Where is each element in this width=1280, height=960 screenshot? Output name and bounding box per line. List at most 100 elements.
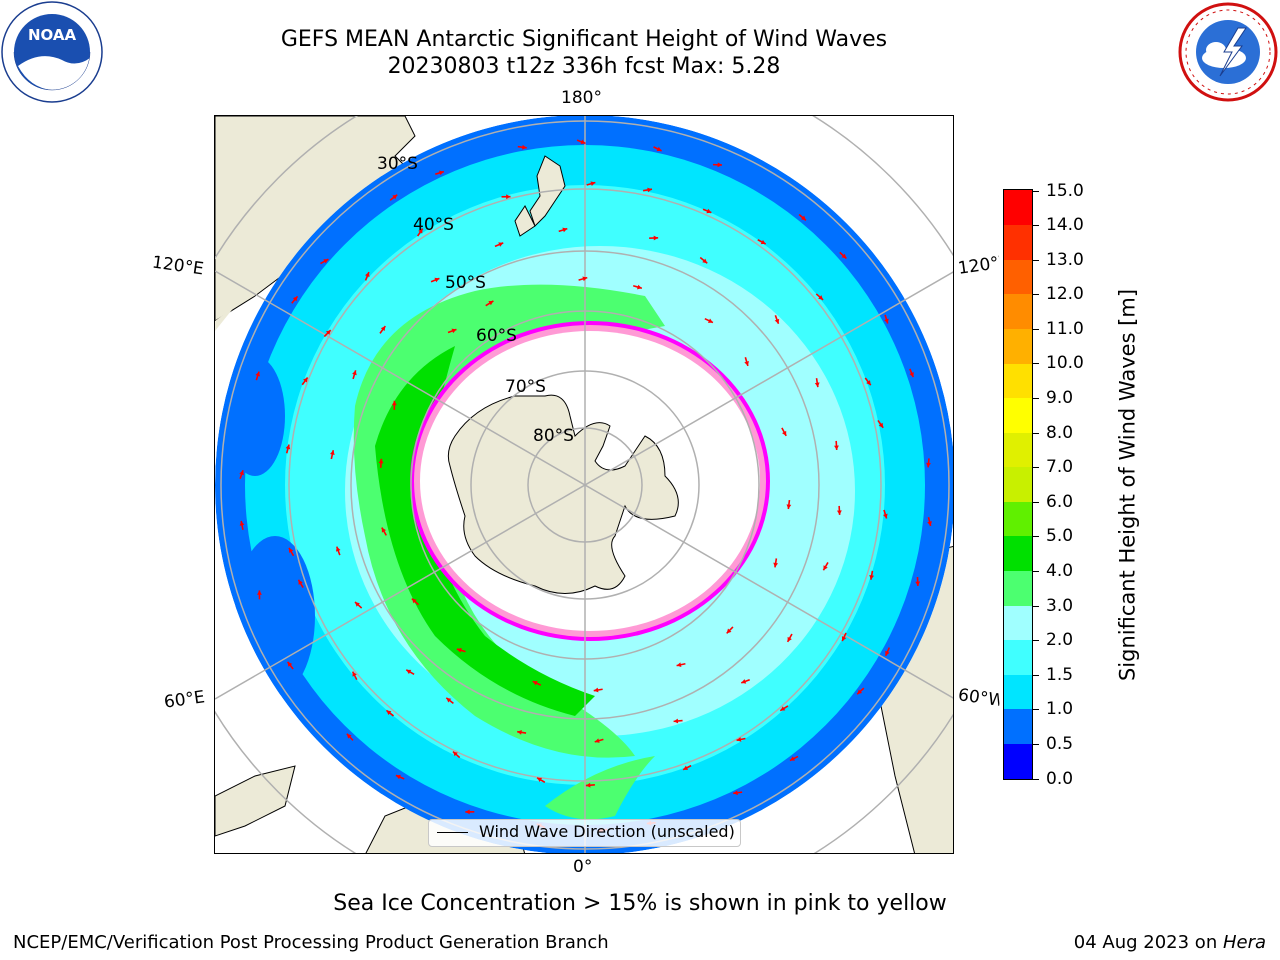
wave-direction-arrowhead — [522, 144, 527, 150]
lat-label-70s: 70°S — [505, 377, 546, 397]
colorbar-tick-label: 14.0 — [1046, 215, 1084, 236]
wave-direction-arrowhead — [380, 326, 386, 332]
colorbar-segment — [1004, 190, 1032, 226]
colorbar-tick — [1033, 363, 1039, 365]
footer-credit: NCEP/EMC/Verification Post Processing Pr… — [13, 932, 609, 953]
wave-direction-arrowhead — [355, 602, 360, 607]
wave-direction-arrowhead — [884, 318, 889, 324]
colorbar-tick-label: 1.0 — [1046, 699, 1074, 720]
wave-direction-arrowhead — [818, 295, 824, 300]
wave-direction-arrowhead — [465, 809, 470, 815]
colorbar-segment — [1004, 501, 1032, 537]
wave-direction-arrowhead — [915, 581, 921, 586]
wave-direction-arrowhead — [594, 738, 600, 743]
colorbar-tick — [1033, 259, 1039, 261]
wave-direction-arrowhead — [446, 697, 452, 703]
wave-direction-arrowhead — [801, 215, 806, 221]
colorbar-tick-label: 0.5 — [1046, 733, 1074, 754]
wave-direction-arrowhead — [451, 328, 457, 334]
colorbar-tick-label: 6.0 — [1046, 491, 1074, 512]
wave-direction-arrowhead — [239, 520, 245, 526]
wave-direction-arrowhead — [381, 527, 387, 533]
wave-direction-arrowhead — [744, 361, 749, 366]
colorbar-tick — [1033, 467, 1039, 469]
colorbar-segment — [1004, 432, 1032, 468]
lon-label-60e: 60°E — [162, 687, 207, 713]
wave-direction-arrowhead — [869, 574, 875, 580]
footer-date-text: 04 Aug 2023 on — [1073, 932, 1223, 953]
colorbar-tick — [1033, 294, 1039, 296]
chart-subtitle: 20230803 t12z 336h fcst Max: 5.28 — [387, 54, 781, 79]
wave-direction-arrowhead — [506, 194, 511, 200]
colorbar-segment — [1004, 639, 1032, 675]
legend-label: Wind Wave Direction (unscaled) — [479, 822, 735, 841]
wave-direction-arrowhead — [325, 330, 331, 335]
wave-direction-arrowhead — [841, 636, 847, 642]
wave-direction-arrowhead — [456, 647, 462, 653]
wave-direction-arrowhead — [841, 253, 847, 259]
wave-direction-arrowhead — [434, 277, 440, 283]
colorbar-tick — [1033, 536, 1039, 538]
colorbar-tick-label: 13.0 — [1046, 249, 1084, 270]
wave-direction-arrowhead — [741, 679, 747, 684]
colorbar-segment — [1004, 708, 1032, 744]
wave-direction-arrowhead — [335, 546, 341, 552]
colorbar-tick-label: 8.0 — [1046, 422, 1074, 443]
colorbar-segment — [1004, 674, 1032, 710]
colorbar-segment — [1004, 605, 1032, 641]
wave-direction-arrowhead — [346, 733, 352, 739]
colorbar-tick — [1033, 398, 1039, 400]
wave-direction-arrowhead — [287, 661, 293, 667]
map-panel: 30°S 40°S 50°S 60°S 70°S 80°S Wind Wave … — [214, 115, 954, 854]
wave-direction-arrowhead — [789, 756, 795, 761]
wave-direction-arrowhead — [289, 547, 294, 553]
legend-line-sample — [437, 832, 468, 833]
wave-direction-arrowhead — [498, 242, 504, 247]
wave-direction-arrowhead — [814, 382, 820, 388]
lat-label-30s: 30°S — [377, 154, 418, 174]
colorbar-tick-label: 0.0 — [1046, 768, 1074, 789]
colorbar-tick-label: 12.0 — [1046, 284, 1084, 305]
colorbar-tick — [1033, 225, 1039, 227]
wave-direction-arrowhead — [760, 239, 766, 245]
wave-direction-arrowhead — [257, 590, 262, 595]
wave-direction-arrowhead — [580, 139, 586, 144]
wave-direction-arrowhead — [352, 370, 357, 376]
wave-direction-arrowhead — [717, 162, 723, 168]
lat-label-60s: 60°S — [476, 326, 517, 346]
colorbar-tick — [1033, 432, 1039, 434]
wave-direction-arrowhead — [452, 751, 458, 757]
wave-direction-arrowhead — [391, 400, 397, 406]
lon-label-0: 0° — [573, 857, 593, 877]
colorbar-tick — [1033, 570, 1039, 572]
lon-label-120w: 120°W — [956, 253, 1002, 279]
colorbar-tick-label: 7.0 — [1046, 457, 1074, 478]
colorbar — [1003, 189, 1033, 780]
wave-direction-arrowhead — [329, 450, 335, 456]
wave-direction-arrowhead — [774, 318, 780, 324]
lat-label-80s: 80°S — [533, 426, 574, 446]
wave-direction-arrowhead — [726, 628, 732, 634]
wave-direction-arrowhead — [781, 430, 787, 436]
wave-direction-arrowhead — [392, 194, 398, 200]
wave-direction-arrowhead — [411, 598, 417, 604]
colorbar-tick — [1033, 674, 1039, 676]
wave-direction-arrowhead — [298, 579, 303, 585]
wave-direction-arrowhead — [647, 187, 652, 193]
colorbar-tick-label: 10.0 — [1046, 353, 1084, 374]
wave-direction-arrowhead — [532, 681, 538, 686]
nws-logo-icon — [1178, 2, 1278, 102]
lon-label-60w: 60°W — [956, 685, 1002, 711]
colorbar-tick-label: 15.0 — [1046, 180, 1084, 201]
wave-direction-arrowhead — [878, 422, 884, 428]
colorbar-segment — [1004, 362, 1032, 399]
sea-ice-note: Sea Ice Concentration > 15% is shown in … — [333, 891, 947, 916]
wave-direction-arrowhead — [706, 208, 712, 214]
wave-direction-arrowhead — [585, 782, 591, 788]
new-zealand — [514, 155, 566, 237]
wave-direction-arrowhead — [909, 372, 914, 378]
wave-direction-arrowhead — [386, 710, 392, 715]
lon-label-120e: 120°E — [150, 252, 205, 280]
wave-direction-arrowhead — [285, 444, 291, 450]
colorbar-tick-label: 3.0 — [1046, 595, 1074, 616]
